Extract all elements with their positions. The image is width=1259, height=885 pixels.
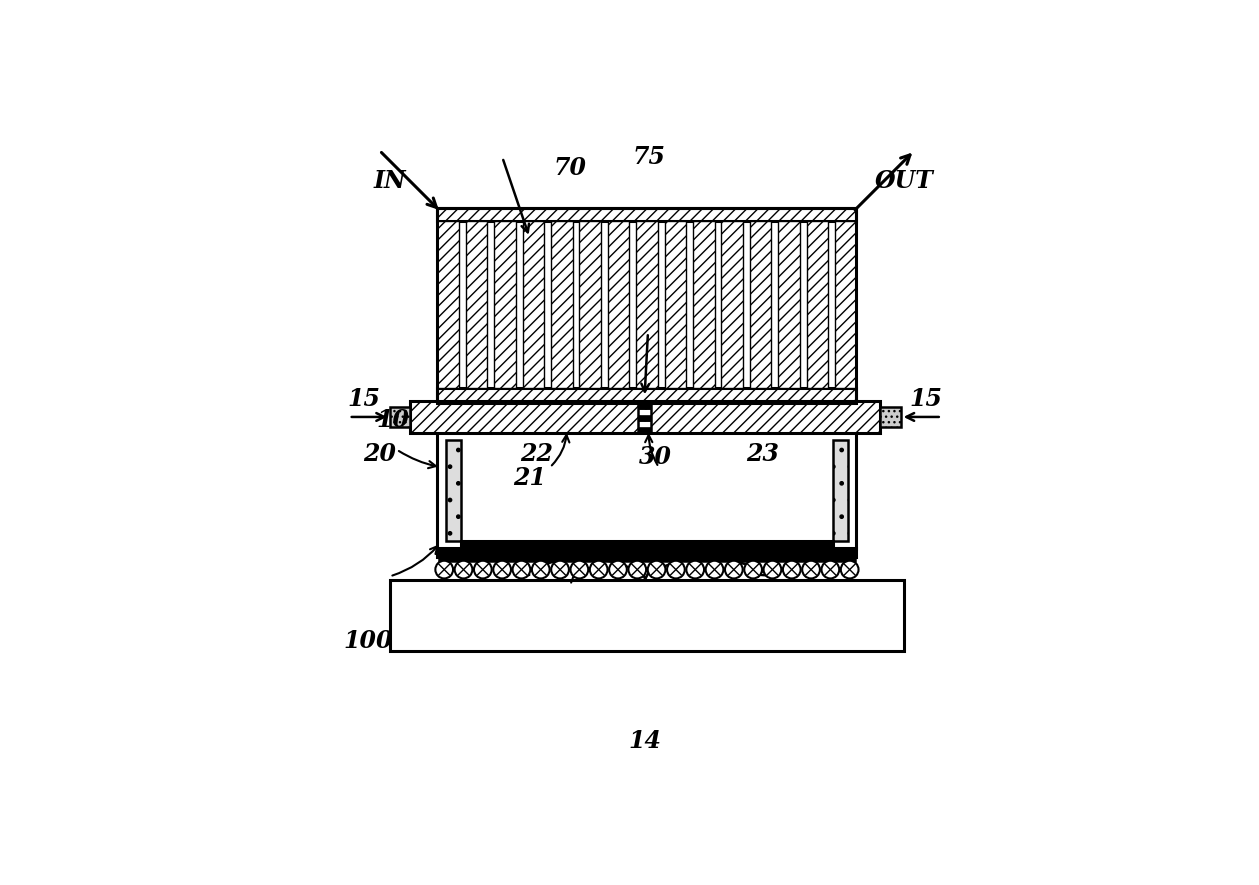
Bar <box>437 548 856 558</box>
Text: 30: 30 <box>640 445 672 469</box>
Circle shape <box>763 561 782 579</box>
Text: 22: 22 <box>520 442 553 466</box>
Circle shape <box>841 561 859 579</box>
Text: 14: 14 <box>628 729 662 753</box>
Text: 100: 100 <box>344 629 393 653</box>
Text: 75: 75 <box>632 145 665 169</box>
Bar <box>638 409 651 415</box>
Bar <box>835 220 856 388</box>
Text: 21: 21 <box>512 466 546 489</box>
Bar <box>749 220 772 388</box>
Bar <box>880 407 900 427</box>
Bar <box>778 220 799 388</box>
Text: OUT: OUT <box>875 169 934 193</box>
Circle shape <box>686 561 704 579</box>
Circle shape <box>822 561 840 579</box>
Bar <box>638 401 651 434</box>
Bar <box>438 557 855 561</box>
Circle shape <box>802 561 820 579</box>
Circle shape <box>609 561 627 579</box>
Bar <box>636 220 657 388</box>
Circle shape <box>494 561 511 579</box>
Text: IN: IN <box>374 169 405 193</box>
Bar <box>638 427 651 434</box>
Bar <box>495 220 516 388</box>
Text: 20: 20 <box>363 442 397 466</box>
Text: 15: 15 <box>347 388 380 412</box>
Bar <box>437 432 856 549</box>
Circle shape <box>570 561 588 579</box>
Bar <box>833 440 849 541</box>
Text: 15: 15 <box>909 388 943 412</box>
Circle shape <box>551 561 569 579</box>
Bar <box>437 209 856 403</box>
Bar <box>721 220 743 388</box>
Bar <box>522 220 544 388</box>
Bar <box>551 220 573 388</box>
Bar <box>446 440 461 541</box>
Text: 10: 10 <box>376 408 409 432</box>
Bar <box>390 407 410 427</box>
Bar <box>466 220 487 388</box>
Text: 23: 23 <box>745 442 779 466</box>
Bar <box>807 220 828 388</box>
Bar <box>461 541 833 548</box>
Circle shape <box>783 561 801 579</box>
Circle shape <box>473 561 492 579</box>
Bar <box>579 220 601 388</box>
Bar <box>665 220 686 388</box>
Text: 70: 70 <box>554 156 587 180</box>
Bar <box>638 421 651 427</box>
Bar <box>608 220 630 388</box>
Bar <box>638 403 651 409</box>
Circle shape <box>512 561 530 579</box>
Bar <box>437 388 856 403</box>
Circle shape <box>628 561 646 579</box>
Bar <box>692 220 715 388</box>
Circle shape <box>744 561 762 579</box>
Circle shape <box>531 561 550 579</box>
Bar <box>437 209 856 220</box>
Circle shape <box>725 561 743 579</box>
Circle shape <box>667 561 685 579</box>
Bar <box>410 401 880 434</box>
Circle shape <box>589 561 608 579</box>
Bar <box>390 580 904 651</box>
Bar <box>437 220 460 388</box>
Circle shape <box>705 561 724 579</box>
Bar <box>638 415 651 421</box>
Circle shape <box>454 561 472 579</box>
Circle shape <box>436 561 453 579</box>
Circle shape <box>647 561 666 579</box>
